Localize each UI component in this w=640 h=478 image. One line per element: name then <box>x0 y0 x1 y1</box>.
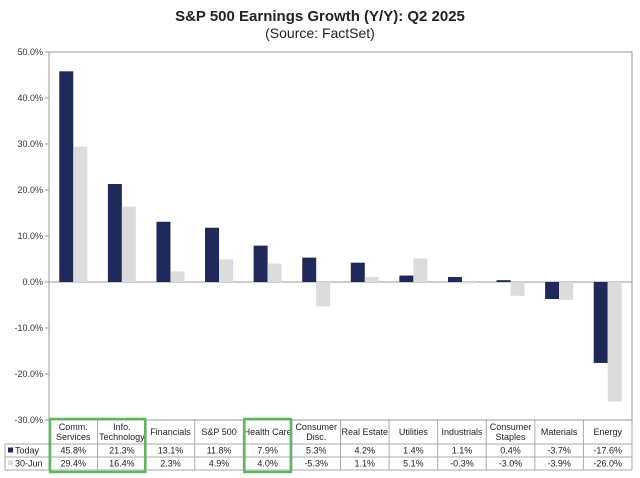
category-label: Utilities <box>399 427 429 437</box>
bar-30-jun-4 <box>267 263 282 282</box>
data-label: 1.4% <box>403 446 424 456</box>
bar-30-jun-6 <box>364 276 379 282</box>
y-tick-label: 20.0% <box>17 185 43 195</box>
data-label: 5.3% <box>306 446 327 456</box>
legend-label-today: Today <box>15 446 40 456</box>
bar-30-jun-9 <box>510 282 525 296</box>
data-label: -5.3% <box>304 459 328 469</box>
y-tick-label: 30.0% <box>17 139 43 149</box>
y-tick-label: 10.0% <box>17 231 43 241</box>
y-axis: -30.0% -20.0% -10.0% 0.0% 10.0% 20.0% 30.0% 40.… <box>14 47 632 425</box>
data-label: 4.0% <box>257 459 278 469</box>
data-label: -0.3% <box>450 459 474 469</box>
plot-area <box>48 51 633 421</box>
bar-30-jun-10 <box>559 282 574 300</box>
bar-today-0 <box>59 71 74 282</box>
highlight-box <box>243 417 293 474</box>
category-label-line: Disc. <box>306 432 326 442</box>
bar-30-jun-3 <box>219 259 234 282</box>
data-table: Comm. Services Info. Technology Financials S&… <box>4 420 633 471</box>
data-label: 11.8% <box>207 446 232 456</box>
legend-swatch-30-jun <box>8 460 13 466</box>
data-label: 5.1% <box>403 459 424 469</box>
category-label: Financials <box>150 427 191 437</box>
bar-today-5 <box>302 257 317 282</box>
highlight-box <box>48 417 147 474</box>
y-tick-label: -10.0% <box>14 323 43 333</box>
data-label: -3.7% <box>547 446 571 456</box>
data-label: 16.4% <box>109 459 135 469</box>
data-label: -26.0% <box>593 459 622 469</box>
bar-today-7 <box>399 275 414 282</box>
highlight-boxes <box>48 417 293 474</box>
category-label-line: Technology <box>99 432 145 442</box>
data-label: 0.4% <box>500 446 521 456</box>
category-label: S&P 500 <box>201 427 236 437</box>
category-label-line: Info. <box>113 422 131 432</box>
category-label: Consumer Disc. <box>295 422 337 442</box>
bar-today-6 <box>350 262 365 282</box>
data-label: 7.9% <box>257 446 278 456</box>
category-label-line: Comm. <box>59 422 88 432</box>
bar-today-11 <box>593 282 608 363</box>
category-label: Consumer Staples <box>490 422 532 442</box>
bar-30-jun-0 <box>73 146 88 282</box>
bar-30-jun-11 <box>607 282 622 402</box>
category-label: Materials <box>541 427 578 437</box>
data-label: 1.1% <box>355 459 376 469</box>
y-tick-label: -20.0% <box>14 369 43 379</box>
bar-30-jun-5 <box>316 282 331 307</box>
category-label-line: Services <box>56 432 91 442</box>
bars <box>59 71 622 402</box>
bar-today-2 <box>156 221 171 282</box>
data-label: 13.1% <box>158 446 184 456</box>
bar-today-9 <box>496 280 511 282</box>
bar-30-jun-2 <box>170 271 185 282</box>
category-label-line: Staples <box>496 432 527 442</box>
category-label: Industrials <box>441 427 483 437</box>
category-label: Real Estate <box>342 427 389 437</box>
y-tick-label: 40.0% <box>17 93 43 103</box>
category-label: Health Care <box>244 427 292 437</box>
category-label: Energy <box>593 427 622 437</box>
data-label: 2.3% <box>160 459 181 469</box>
chart-title: S&P 500 Earnings Growth (Y/Y): Q2 2025 <box>175 8 465 25</box>
y-tick-label: 50.0% <box>17 47 43 57</box>
bar-30-jun-8 <box>461 282 476 284</box>
bar-today-8 <box>447 276 462 282</box>
data-label: 45.8% <box>61 446 87 456</box>
category-label: Comm. Services <box>56 422 91 442</box>
legend-label-30-jun: 30-Jun <box>15 459 43 469</box>
data-label: -3.0% <box>499 459 523 469</box>
data-label: 29.4% <box>61 459 87 469</box>
bar-today-1 <box>107 184 122 282</box>
bar-today-4 <box>253 245 268 282</box>
data-label: 4.2% <box>355 446 376 456</box>
bar-today-3 <box>205 227 220 282</box>
y-tick-label: -30.0% <box>14 415 43 425</box>
chart-subtitle: (Source: FactSet) <box>265 25 375 41</box>
data-label: 1.1% <box>452 446 473 456</box>
y-tick-label: 0.0% <box>22 277 43 287</box>
legend-swatch-today <box>8 447 13 453</box>
bar-30-jun-1 <box>121 206 136 282</box>
category-label: Info. Technology <box>99 422 145 442</box>
data-label: 21.3% <box>109 446 135 456</box>
category-label-line: Consumer <box>490 422 532 432</box>
bar-today-10 <box>545 282 560 300</box>
bar-30-jun-7 <box>413 258 428 282</box>
data-label: -3.9% <box>547 459 571 469</box>
data-label: 4.9% <box>209 459 230 469</box>
data-label: -17.6% <box>593 446 622 456</box>
category-label-line: Consumer <box>295 422 337 432</box>
